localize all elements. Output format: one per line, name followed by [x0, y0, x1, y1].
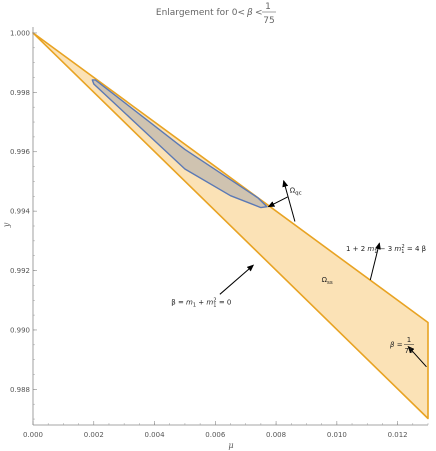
- annotation-text: β =: [390, 341, 403, 349]
- x-tick-label: 0.000: [23, 431, 43, 439]
- x-tick-label: 0.012: [388, 431, 408, 439]
- annotation-text: = 4 β: [405, 245, 426, 253]
- annotation-label-beta-1-75: β =: [390, 341, 403, 349]
- annotation-var: m: [394, 245, 401, 253]
- y-tick-label: 1.000: [10, 29, 30, 37]
- annotation-arrow-omega-qc: [267, 196, 288, 208]
- region-omega-ss: [32, 32, 429, 420]
- y-tick-label: 0.998: [10, 89, 30, 97]
- annotation-denominator: 75: [405, 347, 414, 355]
- annotation-arrow-curve-1: [219, 264, 255, 295]
- y-tick-label: 0.990: [10, 326, 30, 334]
- y-axis-title: y: [2, 222, 11, 228]
- annotation-label-omega-ss: Ωss: [322, 276, 333, 286]
- annotation-arrow-beta-1-75: [407, 345, 427, 368]
- chart-title: Enlargement for 0< β < 1 75: [156, 2, 276, 26]
- annotation-text: = 0: [217, 299, 232, 307]
- annotation-text: β =: [171, 299, 186, 307]
- annotation-label-curve-2: 1 + 2 m1 − 3 m12 = 4 β: [346, 244, 426, 255]
- annotation-text: +: [196, 299, 206, 307]
- annotation-subscript: 1: [401, 249, 404, 255]
- x-tick-label: 0.010: [327, 431, 347, 439]
- y-tick-label: 0.992: [10, 267, 30, 275]
- chart-title-num: 1: [265, 2, 271, 12]
- annotation-subscript: ss: [327, 280, 333, 286]
- annotation-arrow-curve-2: [369, 242, 381, 281]
- region-layer: [32, 32, 429, 420]
- y-tick-label: 0.996: [10, 148, 31, 156]
- annotation-subscript: 1: [213, 303, 216, 309]
- chart-title-den: 75: [263, 16, 274, 26]
- annotation-label-omega-qc: Ωqc: [290, 187, 302, 197]
- x-axis-title: μ: [228, 441, 233, 450]
- axes-layer: 0.000 0.002 0.004 0.006 0.008 0.010 0.012 0.988…: [10, 27, 429, 439]
- annotation-symbol: Ω: [290, 187, 296, 195]
- annotation-text: − 3: [377, 245, 394, 253]
- annotation-numerator: 1: [407, 336, 411, 344]
- annotation-superscript: 2: [401, 244, 404, 250]
- annotation-var: m: [206, 299, 213, 307]
- annotation-symbol: Ω: [322, 276, 328, 284]
- annotation-var: m: [367, 245, 374, 253]
- y-tick-label: 0.988: [10, 386, 30, 394]
- x-tick-label: 0.002: [84, 431, 104, 439]
- annotation-label-curve-1: β = m1 + m12 = 0: [171, 298, 231, 309]
- chart-title-lead: Enlargement for 0<: [156, 8, 245, 18]
- y-tick-label: 0.994: [10, 208, 31, 216]
- annotation-text: 1 + 2: [346, 245, 367, 253]
- annotation-arrow-pointer-small: [282, 179, 296, 222]
- chart-title-lt: <: [255, 8, 263, 18]
- x-tick-label: 0.006: [205, 431, 226, 439]
- annotation-var: m: [186, 299, 193, 307]
- x-tick-label: 0.004: [145, 431, 166, 439]
- chart-title-beta: β: [246, 8, 253, 18]
- x-tick-label: 0.008: [266, 431, 286, 439]
- annotation-superscript: 2: [213, 298, 216, 304]
- annotation-subscript: 1: [374, 249, 377, 255]
- region-omega-qc: [91, 79, 268, 209]
- annotation-subscript: qc: [295, 191, 302, 197]
- annotation-subscript: 1: [193, 303, 196, 309]
